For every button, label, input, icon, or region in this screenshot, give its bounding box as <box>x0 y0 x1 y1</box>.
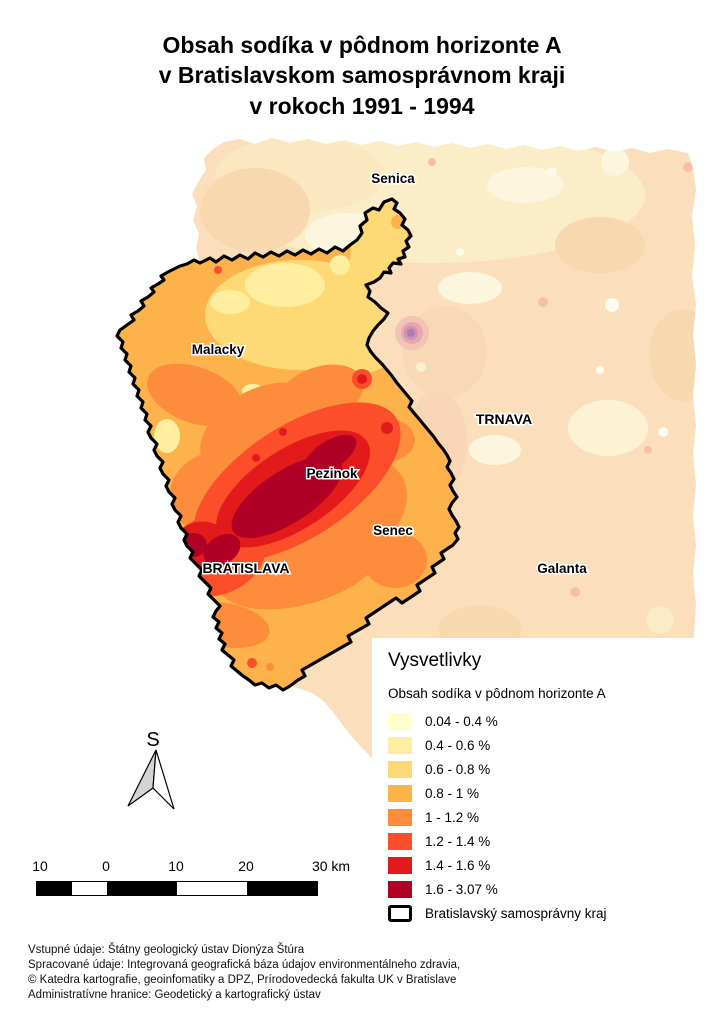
credits-line-3: © Katedra kartografie, geoinfomatiky a D… <box>28 974 457 986</box>
legend-class-label: 0.04 - 0.4 % <box>425 714 498 729</box>
legend-panel: Vysvetlivky Obsah sodíka v pôdnom horizo… <box>372 638 695 935</box>
legend-class-label: 1.4 - 1.6 % <box>425 858 491 873</box>
legend-title: Vysvetlivky <box>388 650 482 671</box>
map-label-galanta: Galanta <box>537 561 587 576</box>
credits-block: Vstupné údaje: Štátny geologický ústav D… <box>28 943 460 1003</box>
scale-segment <box>72 882 107 895</box>
scale-tick-30km: 30 km <box>311 858 351 874</box>
legend-row-class-7: 1.6 - 3.07 % <box>388 881 695 898</box>
map-label-malacky: Malacky <box>192 342 245 357</box>
scale-segment <box>37 882 72 895</box>
scale-tick-10: 10 <box>168 858 184 874</box>
legend-swatch <box>388 833 412 850</box>
legend-row-class-2: 0.6 - 0.8 % <box>388 761 695 778</box>
scale-segment <box>107 882 177 895</box>
scale-bar-strip <box>36 881 318 896</box>
legend-swatch <box>388 881 412 898</box>
legend-class-label: 0.6 - 0.8 % <box>425 762 491 777</box>
legend-class-label: 1.2 - 1.4 % <box>425 834 491 849</box>
legend-swatch <box>388 809 412 826</box>
title-line-1: Obsah sodíka v pôdnom horizonte A <box>162 32 562 58</box>
credits-line-2: Spracované údaje: Integrovaná geografick… <box>28 959 461 971</box>
legend-class-list: 0.04 - 0.4 % 0.4 - 0.6 % 0.6 - 0.8 % 0.8 - … <box>388 713 695 898</box>
legend-swatch <box>388 785 412 802</box>
legend-boundary-swatch <box>388 905 412 922</box>
legend-swatch <box>388 857 412 874</box>
title-line-3: v rokoch 1991 - 1994 <box>249 92 475 119</box>
legend-row-class-5: 1.2 - 1.4 % <box>388 833 695 850</box>
title-line-2: v Bratislavskom samosprávnom kraji <box>158 62 566 89</box>
legend-boundary-label: Bratislavský samosprávny kraj <box>425 906 607 921</box>
north-arrow-left-wing <box>127 749 157 807</box>
scale-tick-0: 0 <box>102 858 110 874</box>
north-arrow: S <box>127 729 175 810</box>
legend-class-label: 1.6 - 3.07 % <box>425 882 498 897</box>
credits-line-4: Administratívne hranice: Geodetický a ka… <box>28 989 321 1001</box>
legend-row-class-3: 0.8 - 1 % <box>388 785 695 802</box>
legend-row-class-1: 0.4 - 0.6 % <box>388 737 695 754</box>
region-boundary-bratislavsky-kraj <box>115 197 461 692</box>
scale-segment <box>177 882 247 895</box>
legend-row-boundary: Bratislavský samosprávny kraj <box>388 905 695 922</box>
north-arrow-right-wing <box>152 749 175 810</box>
legend-class-label: 1 - 1.2 % <box>425 810 480 825</box>
scale-tick-10-left: 10 <box>32 858 48 874</box>
scale-bar: 10 0 10 20 30 km <box>30 858 370 900</box>
map-label-trnava: TRNAVA <box>476 411 532 427</box>
scale-segment <box>247 882 317 895</box>
scale-tick-20: 20 <box>238 858 254 874</box>
credits-line-1: Vstupné údaje: Štátny geologický ústav D… <box>28 944 305 956</box>
legend-class-label: 0.4 - 0.6 % <box>425 738 491 753</box>
north-arrow-label: S <box>146 729 159 751</box>
legend-row-class-4: 1 - 1.2 % <box>388 809 695 826</box>
legend-swatch <box>388 737 412 754</box>
map-label-senec: Senec <box>373 523 413 538</box>
legend-row-class-0: 0.04 - 0.4 % <box>388 713 695 730</box>
legend-swatch <box>388 713 412 730</box>
legend-subtitle: Obsah sodíka v pôdnom horizonte A <box>388 686 606 701</box>
page-title: Obsah sodíka v pôdnom horizonte A v Brat… <box>0 30 724 121</box>
map-label-pezinok: Pezinok <box>306 466 358 481</box>
map-label-senica: Senica <box>371 171 415 186</box>
legend-class-label: 0.8 - 1 % <box>425 786 480 801</box>
map-label-bratislava: BRATISLAVA <box>202 560 289 576</box>
anomaly-spot <box>395 316 429 350</box>
legend-swatch <box>388 761 412 778</box>
legend-row-class-6: 1.4 - 1.6 % <box>388 857 695 874</box>
